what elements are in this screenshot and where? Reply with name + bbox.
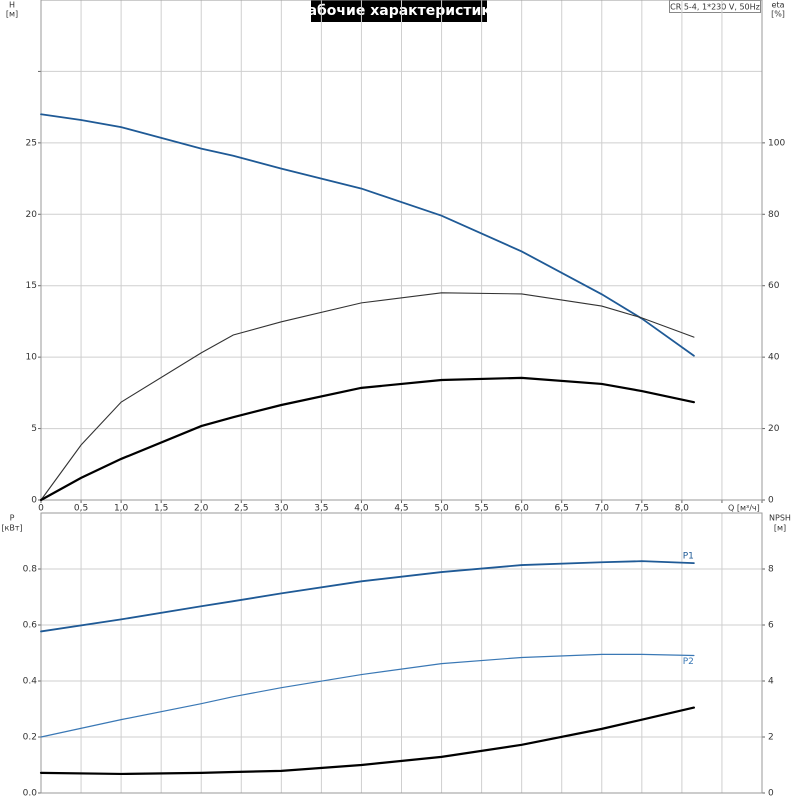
y-tick-label: 25 — [26, 138, 37, 148]
y-tick-label: 0 — [31, 496, 37, 506]
x-tick-label: 2,5 — [234, 504, 248, 514]
curve — [39, 376, 696, 502]
y-tick-label: 15 — [26, 281, 37, 291]
y-tick-label: 0.8 — [23, 565, 38, 575]
y-axis-label: H — [9, 1, 15, 10]
y-axis-unit: [м] — [6, 10, 18, 19]
y2-tick-label: 80 — [768, 210, 780, 220]
x-tick-label: 4,5 — [394, 504, 408, 514]
y-tick-label: 10 — [26, 353, 38, 363]
y2-tick-label: 100 — [768, 138, 785, 148]
curve — [40, 113, 695, 357]
x-tick-label: 6,0 — [515, 504, 530, 514]
x-tick-label: 7,5 — [635, 504, 649, 514]
y-tick-label: 0.4 — [23, 677, 38, 687]
x-tick-label: 0 — [38, 504, 44, 514]
y-tick-label: 0.6 — [23, 621, 38, 631]
y2-axis-unit: [%] — [771, 10, 785, 19]
y2-axis-label: eta — [772, 1, 785, 10]
y2-tick-label: 0 — [768, 496, 774, 506]
y-tick-label: 0.2 — [23, 733, 37, 743]
x-tick-label: 5,0 — [434, 504, 449, 514]
x-tick-label: 3,0 — [274, 504, 289, 514]
x-tick-label: 0,5 — [74, 504, 88, 514]
y2-tick-label: 4 — [768, 677, 774, 687]
y2-tick-label: 20 — [768, 424, 780, 434]
y2-axis-label: NPSH — [769, 514, 791, 523]
y-tick-label: 5 — [31, 424, 37, 434]
curve-label: P1 — [683, 552, 694, 562]
plot-frame — [40, 0, 763, 501]
y-tick-label: 0.0 — [23, 789, 38, 799]
y-axis-label: P — [10, 514, 15, 523]
curve-label: P2 — [683, 657, 694, 667]
curve — [40, 653, 695, 738]
x-tick-label: 7,0 — [595, 504, 610, 514]
x-tick-label: 6,5 — [555, 504, 569, 514]
x-tick-label: 5,5 — [474, 504, 488, 514]
y2-tick-label: 0 — [768, 789, 774, 799]
curve — [40, 560, 695, 633]
curve — [39, 706, 696, 776]
y2-tick-label: 40 — [768, 353, 780, 363]
title-box — [311, 0, 487, 22]
y2-axis-unit: [м] — [774, 524, 786, 533]
y2-tick-label: 2 — [768, 733, 774, 743]
x-tick-label: 3,5 — [314, 504, 328, 514]
y2-tick-label: 6 — [768, 621, 774, 631]
model-label: CR 5-4, 1*230 V, 50Hz — [670, 3, 760, 12]
x-tick-label: 1,5 — [154, 504, 168, 514]
x-tick-label: 8,0 — [675, 504, 690, 514]
y-axis-unit: [кВт] — [1, 524, 22, 533]
x-tick-label: 1,0 — [114, 504, 129, 514]
y2-tick-label: 8 — [768, 565, 774, 575]
x-axis-label: Q [м³/ч] — [728, 504, 760, 513]
y2-tick-label: 60 — [768, 281, 780, 291]
x-tick-label: 4,0 — [354, 504, 369, 514]
curve — [40, 292, 695, 501]
y-tick-label: 20 — [26, 210, 38, 220]
plot-frame — [40, 512, 763, 794]
x-tick-label: 2,0 — [194, 504, 209, 514]
chart-title: Рабочие характеристики — [297, 3, 500, 19]
